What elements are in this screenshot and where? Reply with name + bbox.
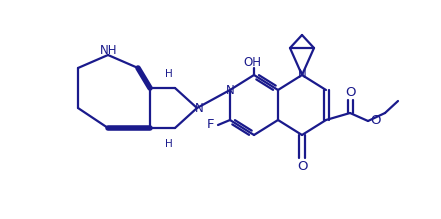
Text: NH: NH: [100, 44, 118, 58]
Text: O: O: [345, 87, 355, 99]
Text: H: H: [165, 139, 173, 149]
Text: N: N: [194, 101, 203, 115]
Text: OH: OH: [243, 57, 261, 69]
Text: O: O: [370, 113, 381, 127]
Text: N: N: [298, 69, 306, 81]
Text: F: F: [206, 118, 214, 131]
Text: O: O: [297, 159, 307, 173]
Text: H: H: [165, 69, 173, 79]
Text: N: N: [226, 83, 234, 97]
